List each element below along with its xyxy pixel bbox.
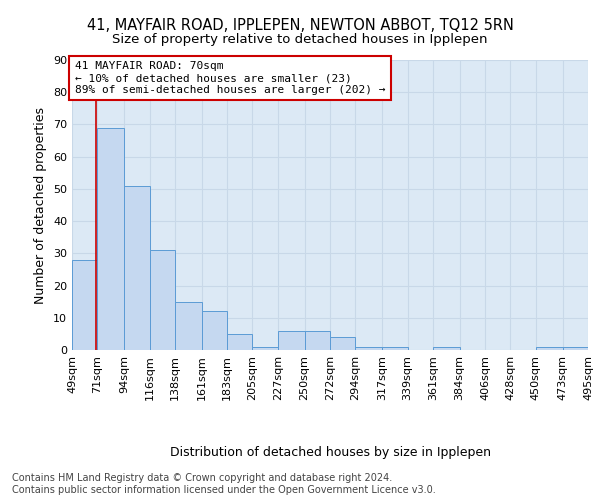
Bar	[72, 260, 97, 350]
Bar	[253, 347, 278, 350]
Bar	[149, 250, 175, 350]
Bar	[97, 128, 124, 350]
Text: 41, MAYFAIR ROAD, IPPLEPEN, NEWTON ABBOT, TQ12 5RN: 41, MAYFAIR ROAD, IPPLEPEN, NEWTON ABBOT…	[86, 18, 514, 32]
Y-axis label: Number of detached properties: Number of detached properties	[34, 106, 47, 304]
Bar	[355, 347, 382, 350]
Bar	[227, 334, 253, 350]
Text: Distribution of detached houses by size in Ipplepen: Distribution of detached houses by size …	[170, 446, 491, 459]
Bar	[382, 347, 407, 350]
Bar	[278, 330, 305, 350]
Text: Size of property relative to detached houses in Ipplepen: Size of property relative to detached ho…	[112, 32, 488, 46]
Bar	[124, 186, 149, 350]
Bar	[305, 330, 330, 350]
Bar	[330, 337, 355, 350]
Text: Contains HM Land Registry data © Crown copyright and database right 2024.
Contai: Contains HM Land Registry data © Crown c…	[12, 474, 436, 495]
Bar	[175, 302, 202, 350]
Bar	[202, 312, 227, 350]
Bar	[536, 347, 563, 350]
Bar	[433, 347, 460, 350]
Text: 41 MAYFAIR ROAD: 70sqm
← 10% of detached houses are smaller (23)
89% of semi-det: 41 MAYFAIR ROAD: 70sqm ← 10% of detached…	[74, 62, 385, 94]
Bar	[563, 347, 588, 350]
